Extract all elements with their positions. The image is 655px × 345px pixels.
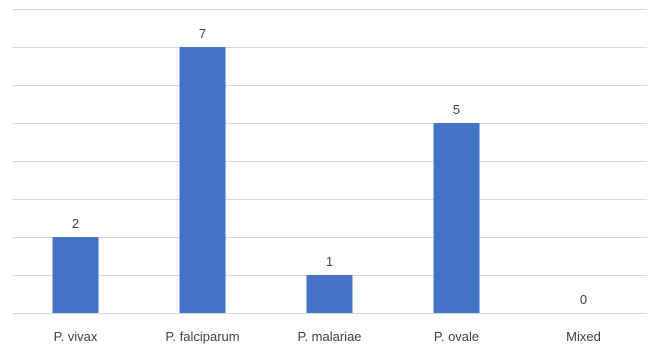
data-labels: 2 7 1 5 0 bbox=[72, 26, 587, 307]
bar bbox=[433, 123, 480, 313]
bars bbox=[52, 47, 480, 313]
data-label: 2 bbox=[72, 216, 79, 231]
x-tick-label: Mixed bbox=[566, 329, 601, 344]
bar bbox=[306, 275, 353, 313]
data-label: 0 bbox=[580, 292, 587, 307]
bar bbox=[179, 47, 226, 313]
x-tick-label: P. ovale bbox=[434, 329, 479, 344]
x-tick-label: P. falciparum bbox=[165, 329, 239, 344]
data-label: 7 bbox=[199, 26, 206, 41]
x-tick-label: P. vivax bbox=[54, 329, 98, 344]
bar bbox=[52, 237, 99, 313]
data-label: 1 bbox=[326, 254, 333, 269]
gridlines bbox=[12, 9, 647, 314]
data-label: 5 bbox=[453, 102, 460, 117]
x-tick-label: P. malariae bbox=[297, 329, 361, 344]
x-tick-labels: P. vivax P. falciparum P. malariae P. ovale… bbox=[54, 329, 601, 344]
